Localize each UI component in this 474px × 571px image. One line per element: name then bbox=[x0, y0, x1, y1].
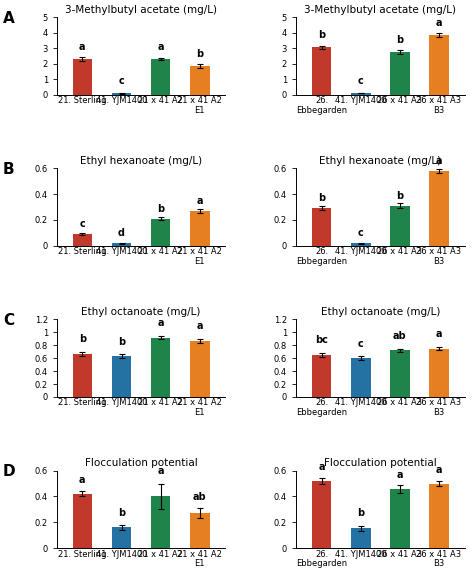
Bar bbox=[351, 358, 371, 397]
Bar bbox=[190, 513, 210, 548]
Text: b: b bbox=[196, 49, 203, 59]
Text: b: b bbox=[396, 191, 403, 200]
Text: a: a bbox=[397, 470, 403, 480]
Text: a: a bbox=[79, 42, 86, 52]
Text: c: c bbox=[358, 339, 364, 348]
Bar bbox=[312, 481, 331, 548]
Title: Ethyl hexanoate (mg/L): Ethyl hexanoate (mg/L) bbox=[80, 156, 202, 166]
Text: c: c bbox=[118, 76, 124, 86]
Text: a: a bbox=[79, 475, 86, 485]
Bar bbox=[351, 528, 371, 548]
Text: a: a bbox=[436, 18, 442, 28]
Bar bbox=[351, 93, 371, 95]
Text: b: b bbox=[118, 508, 125, 518]
Bar bbox=[312, 47, 331, 95]
Text: a: a bbox=[197, 196, 203, 206]
Text: c: c bbox=[358, 228, 364, 238]
Bar bbox=[73, 59, 92, 95]
Text: c: c bbox=[358, 76, 364, 86]
Text: A: A bbox=[3, 11, 15, 26]
Bar bbox=[73, 494, 92, 548]
Bar bbox=[112, 356, 131, 397]
Text: a: a bbox=[197, 321, 203, 331]
Bar bbox=[390, 351, 410, 397]
Text: b: b bbox=[357, 508, 365, 518]
Text: a: a bbox=[436, 465, 442, 475]
Text: d: d bbox=[118, 228, 125, 238]
Bar bbox=[151, 219, 171, 246]
Bar bbox=[190, 211, 210, 246]
Bar bbox=[312, 355, 331, 397]
Bar bbox=[151, 337, 171, 397]
Text: ab: ab bbox=[193, 492, 207, 502]
Bar bbox=[390, 489, 410, 548]
Bar bbox=[429, 484, 449, 548]
Bar bbox=[190, 341, 210, 397]
Title: Ethyl octanoate (mg/L): Ethyl octanoate (mg/L) bbox=[320, 307, 440, 317]
Title: 3-Methylbutyl acetate (mg/L): 3-Methylbutyl acetate (mg/L) bbox=[304, 5, 456, 15]
Text: a: a bbox=[157, 466, 164, 476]
Text: a: a bbox=[157, 42, 164, 52]
Text: a: a bbox=[157, 318, 164, 328]
Text: a: a bbox=[436, 329, 442, 339]
Title: Flocculation potential: Flocculation potential bbox=[324, 459, 437, 468]
Bar bbox=[112, 528, 131, 548]
Text: b: b bbox=[396, 35, 403, 45]
Text: b: b bbox=[79, 334, 86, 344]
Text: D: D bbox=[3, 464, 16, 480]
Bar bbox=[73, 353, 92, 397]
Bar bbox=[73, 234, 92, 246]
Text: c: c bbox=[80, 219, 85, 229]
Text: B: B bbox=[3, 162, 15, 177]
Bar bbox=[312, 208, 331, 246]
Bar bbox=[151, 496, 171, 548]
Bar bbox=[390, 52, 410, 95]
Text: b: b bbox=[318, 193, 325, 203]
Bar bbox=[112, 94, 131, 95]
Text: b: b bbox=[318, 30, 325, 41]
Title: Ethyl hexanoate (mg/L): Ethyl hexanoate (mg/L) bbox=[319, 156, 441, 166]
Bar bbox=[429, 35, 449, 95]
Bar bbox=[351, 243, 371, 246]
Text: a: a bbox=[318, 462, 325, 472]
Bar bbox=[390, 206, 410, 246]
Title: Flocculation potential: Flocculation potential bbox=[85, 459, 198, 468]
Title: 3-Methylbutyl acetate (mg/L): 3-Methylbutyl acetate (mg/L) bbox=[65, 5, 217, 15]
Text: C: C bbox=[3, 313, 14, 328]
Title: Ethyl octanoate (mg/L): Ethyl octanoate (mg/L) bbox=[82, 307, 201, 317]
Bar bbox=[190, 66, 210, 95]
Bar bbox=[429, 171, 449, 246]
Text: b: b bbox=[157, 203, 164, 214]
Text: b: b bbox=[118, 336, 125, 347]
Text: a: a bbox=[436, 156, 442, 166]
Text: bc: bc bbox=[315, 335, 328, 345]
Text: ab: ab bbox=[393, 331, 407, 341]
Bar bbox=[112, 243, 131, 246]
Bar bbox=[429, 348, 449, 397]
Bar bbox=[151, 59, 171, 95]
